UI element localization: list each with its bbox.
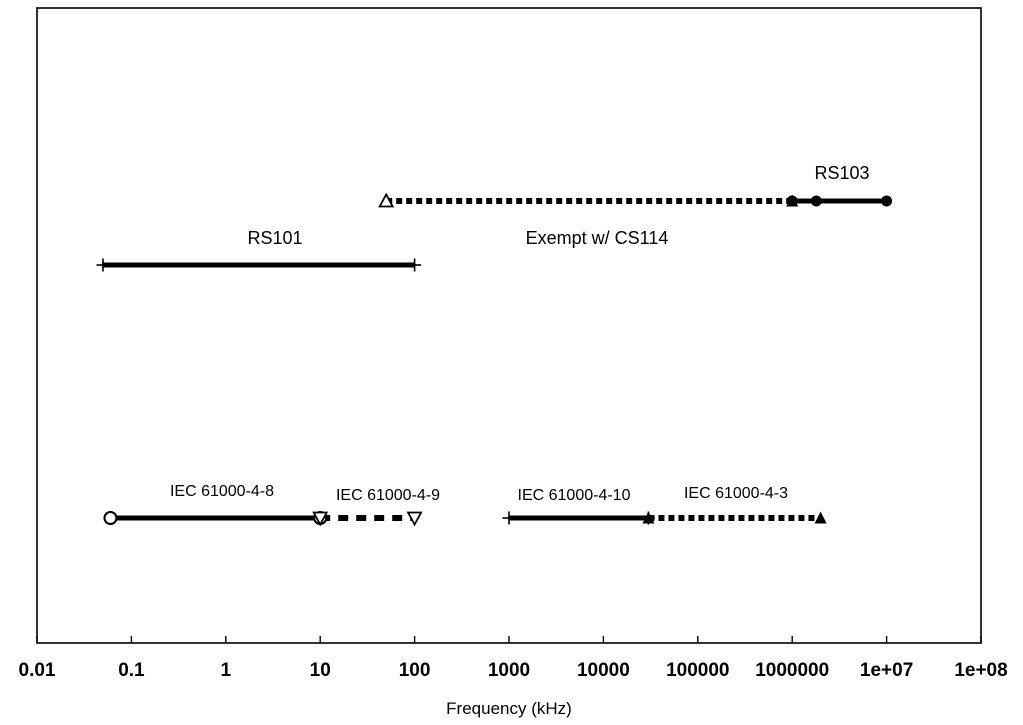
open-down-triangle-marker [406,511,423,527]
range-label: RS101 [247,228,302,248]
filled-triangle-marker [814,511,827,524]
range-label: IEC 61000-4-8 [170,483,274,500]
x-tick-label: 1000000 [755,660,829,681]
x-tick-label: 1 [221,660,232,681]
open-circle-marker [103,511,118,525]
range-label: IEC 61000-4-10 [518,487,631,504]
open-triangle-marker [378,192,395,208]
x-tick-label: 1000 [488,660,530,681]
filled-triangle-marker [642,511,655,524]
x-axis-title: Frequency (kHz) [446,699,572,718]
x-tick-label: 10000 [577,660,630,681]
x-axis-tick-labels: 0.01 0.1 1 10 100 1000 10000 100000 1000000 1e+07… [19,660,1008,681]
x-tick-label: 1e+07 [860,660,913,681]
range-label: RS103 [814,163,869,183]
plus-marker [96,258,110,272]
x-tick-label: 100000 [666,660,729,681]
range-segments [102,198,887,521]
filled-circle-marker [786,195,798,207]
range-label: IEC 61000-4-9 [336,487,440,504]
range-label: IEC 61000-4-3 [684,485,788,502]
x-tick-label: 100 [399,660,431,681]
plus-marker [408,258,422,272]
plus-marker [502,511,516,525]
range-labels: RS101 Exempt w/ CS114 RS103 IEC 61000-4-8 IE… [170,163,870,504]
filled-circle-marker [881,195,893,207]
range-markers [96,192,893,527]
x-tick-label: 10 [310,660,331,681]
plot-frame [36,7,982,644]
x-tick-label: 0.01 [19,660,56,681]
filled-circle-marker [810,195,822,207]
x-axis-ticks [36,636,982,643]
x-tick-label: 0.1 [118,660,145,681]
range-label: Exempt w/ CS114 [526,228,669,248]
open-down-triangle-marker [312,511,329,527]
x-tick-label: 1e+08 [954,660,1007,681]
